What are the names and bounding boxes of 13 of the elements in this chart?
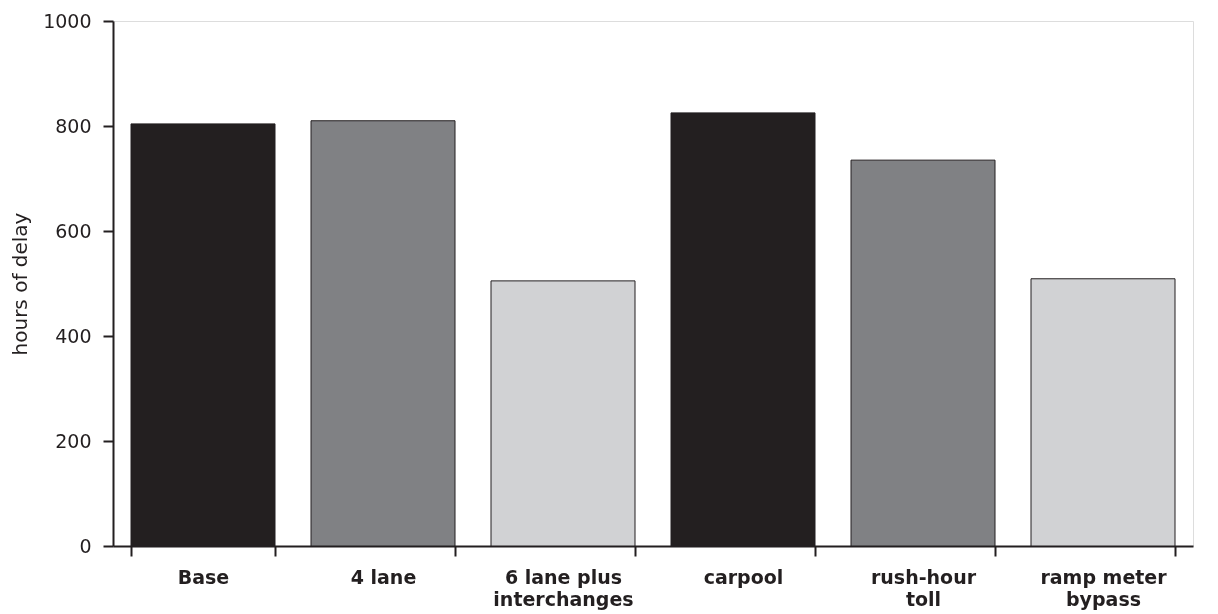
y-axis-title: hours of delay (8, 212, 33, 356)
x-tick-label: 6 lane plus interchanges (493, 565, 634, 610)
x-tick-label: rush-hour toll (870, 565, 977, 610)
y-tick-label: 200 (55, 429, 92, 452)
y-tick-label: 800 (55, 114, 92, 137)
y-tick-label: 1000 (43, 9, 92, 32)
y-tick-label: 0 (79, 534, 92, 557)
x-tick-label: 4 lane (350, 565, 417, 588)
x-tick-label: carpool (703, 565, 784, 588)
y-tick-label: 600 (55, 219, 92, 242)
x-tick-label: ramp meter bypass (1040, 565, 1168, 610)
x-tick-label: Base (177, 565, 230, 588)
y-tick-label: 400 (55, 324, 92, 347)
